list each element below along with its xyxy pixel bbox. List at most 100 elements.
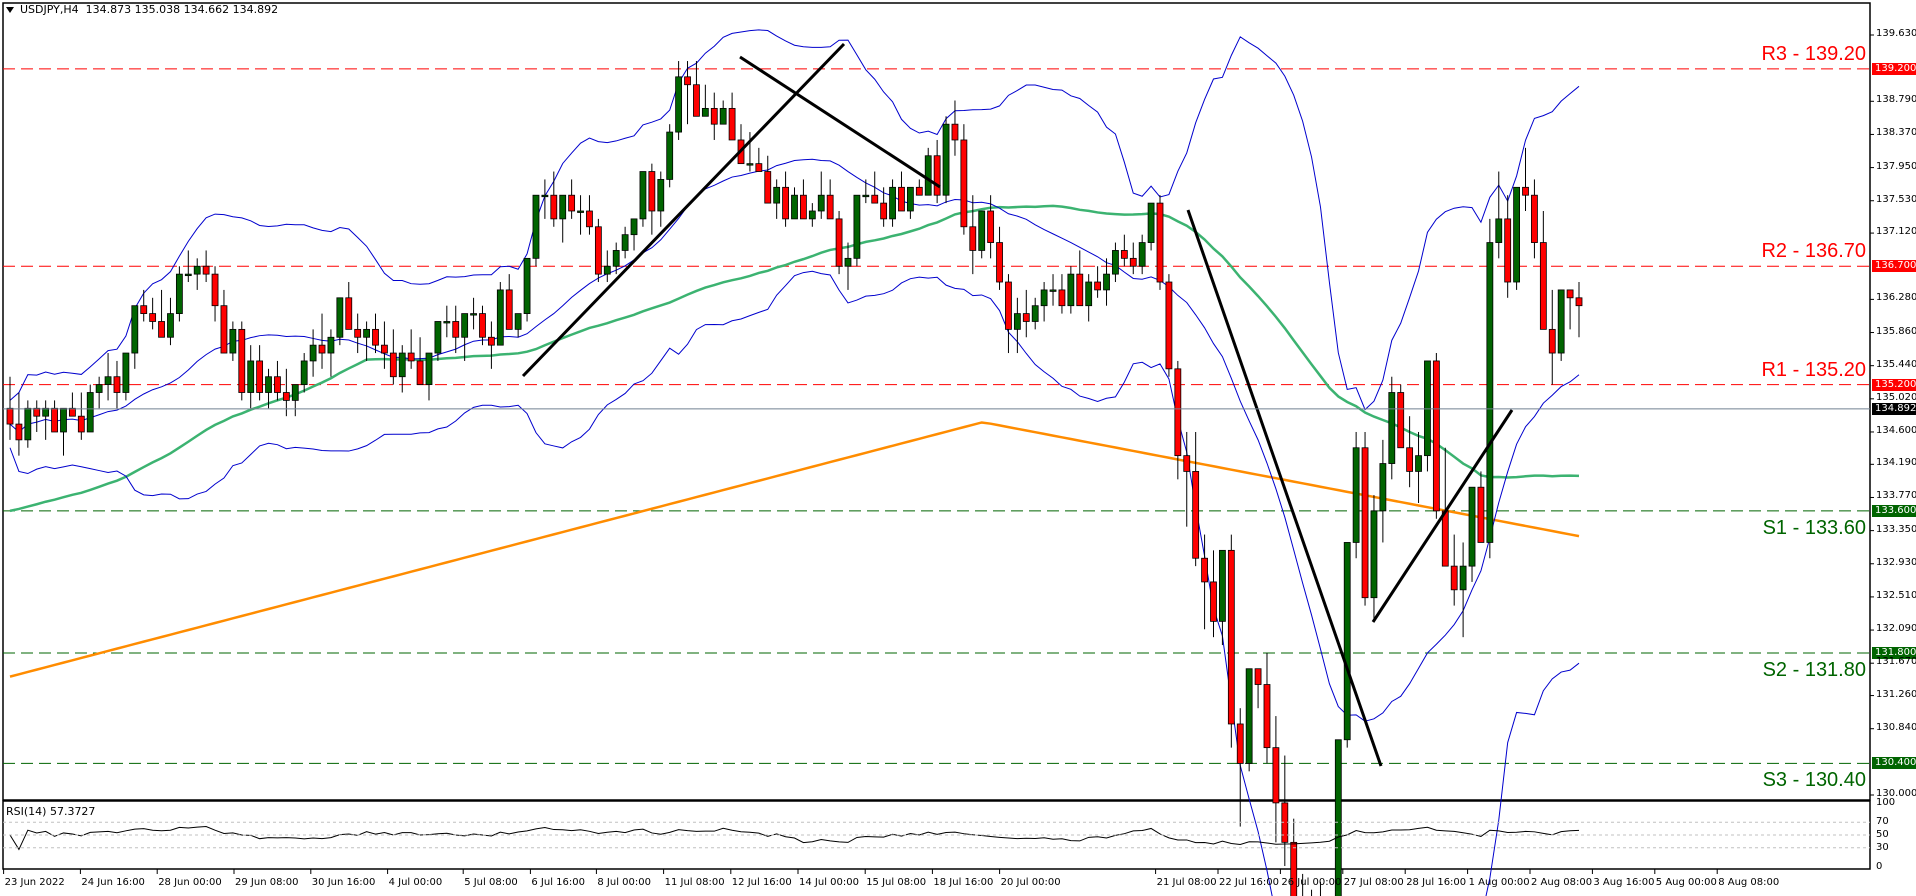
candle xyxy=(6,407,14,425)
level-label-s3: S3 - 130.40 xyxy=(1762,769,1866,792)
candle xyxy=(862,194,870,198)
candle xyxy=(684,76,691,86)
candle xyxy=(996,242,1003,283)
price-axis-label: 132.930 xyxy=(1876,556,1916,568)
candle xyxy=(496,289,504,346)
candle xyxy=(1112,250,1119,275)
axis-ticks xyxy=(3,34,1874,874)
time-axis-label: 22 Jul 16:00 xyxy=(1219,877,1279,888)
price-tag-r1: 135.200 xyxy=(1872,378,1916,391)
candle xyxy=(1513,186,1520,283)
price-axis-label: 130.000 xyxy=(1876,787,1916,799)
bollinger-bands xyxy=(9,29,1580,896)
candle xyxy=(924,155,932,196)
candle xyxy=(274,376,281,393)
level-label-r1: R1 - 135.20 xyxy=(1761,358,1866,381)
collapse-triangle-icon[interactable] xyxy=(6,7,14,13)
time-axis-label: 1 Aug 00:00 xyxy=(1468,877,1530,888)
candle xyxy=(113,376,121,393)
price-axis-label: 136.280 xyxy=(1876,292,1916,304)
candle xyxy=(880,202,888,220)
candle xyxy=(238,328,246,393)
price-axis-label: 133.350 xyxy=(1876,523,1916,535)
time-axis-label: 30 Jun 16:00 xyxy=(311,877,376,888)
candle xyxy=(1388,392,1396,464)
candle xyxy=(1013,313,1021,330)
chart-title[interactable]: USDJPY,H4 134.873 135.038 134.662 134.89… xyxy=(6,3,278,16)
candle xyxy=(603,265,611,275)
candle xyxy=(746,163,754,166)
candle xyxy=(1352,447,1360,543)
candle xyxy=(1441,510,1449,567)
candle xyxy=(1245,668,1253,764)
candle xyxy=(1397,392,1405,449)
trendlines[interactable] xyxy=(521,42,1514,767)
candle xyxy=(1219,549,1226,622)
candle xyxy=(1406,447,1414,472)
candle xyxy=(755,163,763,172)
candle xyxy=(265,376,272,393)
price-axis-label: 138.790 xyxy=(1876,94,1916,106)
price-axis-label: 135.860 xyxy=(1876,325,1916,337)
candle xyxy=(479,313,486,338)
candle xyxy=(728,107,736,141)
candle xyxy=(594,226,602,275)
candle xyxy=(372,328,379,346)
ma-green xyxy=(9,204,1580,513)
candle xyxy=(987,210,995,243)
candle xyxy=(791,194,798,220)
candle xyxy=(1522,186,1529,196)
candle xyxy=(1495,218,1503,243)
candle xyxy=(336,297,344,338)
time-axis-label: 21 Jul 08:00 xyxy=(1156,877,1217,888)
trendline-2[interactable] xyxy=(739,55,941,189)
trendline-3[interactable] xyxy=(1186,209,1383,767)
candle xyxy=(470,313,477,316)
candle xyxy=(889,186,896,220)
candle xyxy=(318,344,326,354)
price-tag-s1: 133.600 xyxy=(1872,504,1916,517)
price-tag-r3: 139.200 xyxy=(1872,62,1916,75)
candle xyxy=(1575,297,1583,307)
candle xyxy=(630,218,638,236)
candle xyxy=(345,297,353,330)
candle xyxy=(1210,581,1217,622)
candle xyxy=(104,376,112,386)
bollinger-middle xyxy=(9,158,1580,722)
price-axis-label: 138.370 xyxy=(1876,127,1916,139)
candle xyxy=(86,392,94,433)
candle xyxy=(327,336,335,354)
candle xyxy=(452,321,460,338)
candle xyxy=(701,107,709,117)
candle xyxy=(1334,739,1342,896)
candle xyxy=(1343,542,1351,741)
candle xyxy=(1370,510,1378,599)
price-axis-label: 131.670 xyxy=(1876,656,1916,668)
candle xyxy=(1272,747,1280,804)
candle xyxy=(773,186,781,204)
candle xyxy=(167,313,174,338)
current-price-tag: 134.892 xyxy=(1872,402,1916,415)
candle xyxy=(140,305,148,314)
candle xyxy=(256,360,264,393)
price-axis-label: 130.840 xyxy=(1876,721,1916,733)
candle xyxy=(1076,273,1084,307)
rsi-curve xyxy=(9,826,1580,851)
trendline-4[interactable] xyxy=(1371,409,1514,623)
candle xyxy=(291,384,299,401)
candle xyxy=(1174,368,1182,457)
candle xyxy=(443,321,451,324)
candle xyxy=(158,321,165,338)
candle xyxy=(675,76,683,133)
candle xyxy=(710,107,718,125)
candle xyxy=(1379,463,1387,512)
candle xyxy=(1147,202,1155,243)
trendline-1[interactable] xyxy=(521,42,846,378)
candle xyxy=(666,131,674,180)
candle xyxy=(844,257,852,267)
candle xyxy=(131,305,139,354)
candle xyxy=(808,210,816,220)
candle xyxy=(202,265,210,275)
price-axis-label: 137.120 xyxy=(1876,226,1916,238)
